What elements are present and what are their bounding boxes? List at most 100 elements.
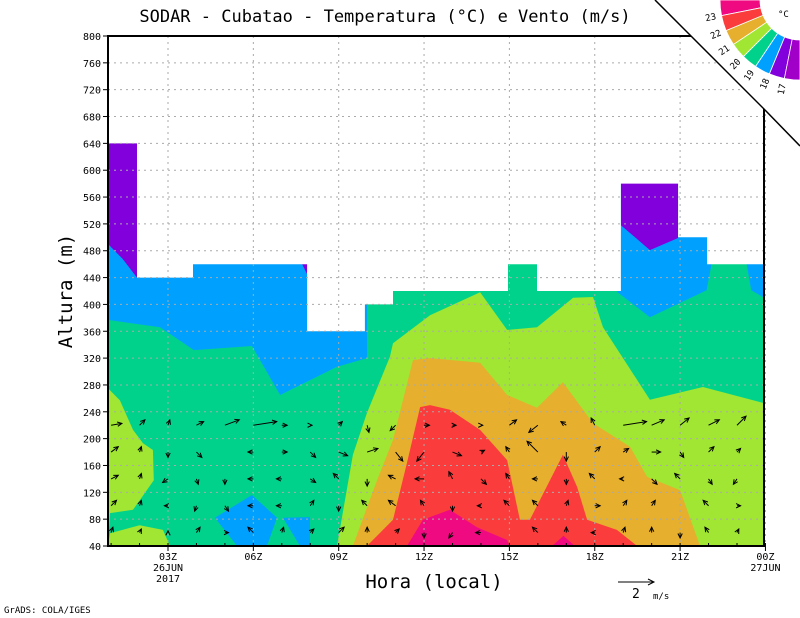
wind-vector (224, 418, 241, 426)
x-tick-label: 12Z (415, 552, 433, 563)
wind-vector (679, 451, 685, 459)
corner-line-tail (764, 109, 800, 147)
wind-vector (193, 505, 199, 513)
y-tick-label: 760 (83, 59, 101, 70)
wind-vector (196, 421, 205, 426)
wind-vector (505, 445, 511, 453)
wind-vector (509, 419, 518, 426)
colorbar-label: 21 (717, 44, 732, 58)
wind-vector (308, 528, 315, 534)
wind-vector (531, 499, 539, 507)
wind-vector (677, 532, 683, 540)
wind-vector (247, 526, 254, 533)
chart-title: SODAR - Cubatao - Temperatura (°C) e Ven… (139, 7, 630, 27)
wind-vector (309, 499, 315, 507)
wind-vector (474, 529, 481, 536)
wind-vector (708, 445, 715, 453)
colorbar-label: 22 (709, 29, 723, 42)
no-data-mask (108, 36, 764, 332)
wind-vector (309, 477, 317, 484)
wind-vector (448, 532, 454, 539)
legend-unit: °C (778, 10, 789, 20)
y-tick-label: 520 (83, 220, 101, 231)
wind-vector (622, 447, 630, 454)
contour-region-red (366, 405, 638, 546)
wind-vector (275, 503, 282, 509)
wind-vector (531, 526, 539, 533)
wind-vector (281, 422, 289, 428)
wind-vector (309, 451, 317, 459)
wind-vector (413, 476, 425, 482)
colorbar-label: 17 (777, 83, 789, 96)
wind-vector (165, 418, 171, 426)
wind-vector (621, 526, 627, 533)
wind-vector (448, 470, 454, 480)
wind-vector (622, 499, 628, 507)
wind-vector (478, 422, 484, 428)
no-data-area (108, 36, 764, 332)
y-tick-label: 680 (83, 113, 101, 124)
y-tick-label: 320 (83, 354, 101, 365)
y-tick-label: 440 (83, 274, 101, 285)
x-axis-label: Hora (local) (365, 571, 502, 593)
y-tick-label: 640 (83, 139, 101, 150)
wind-vector (110, 445, 120, 453)
wind-vector (246, 449, 254, 455)
wind-vector (137, 472, 143, 480)
wind-vector (527, 424, 539, 434)
x-tick-date-label: 2017 (156, 574, 180, 585)
y-tick-label: 40 (89, 542, 101, 553)
wind-vector (222, 478, 228, 486)
y-tick-label: 200 (83, 435, 101, 446)
y-axis-ticks: 40 80 120 160 200 240 280 320 360 400 440 480 520 560… (83, 32, 108, 553)
x-tick-date-label: 27JUN (750, 563, 780, 574)
x-tick-label: 03Z (159, 552, 177, 563)
contour-region-lime (108, 388, 154, 546)
wind-vector (223, 505, 230, 513)
wind-vector (451, 422, 458, 428)
y-axis-label: Altura (m) (55, 234, 77, 348)
wind-vector (735, 503, 742, 509)
wind-vector (594, 445, 601, 453)
contour-region-magenta (552, 535, 575, 546)
wind-vector (588, 472, 596, 480)
contour-region-blue (745, 257, 764, 298)
wind-vector (337, 420, 344, 427)
wind-vector (736, 415, 747, 426)
contour-region-lime (108, 525, 170, 546)
wind-vector (366, 447, 380, 453)
wind-vector (253, 419, 278, 426)
wind-vector (161, 477, 169, 484)
wind-vector (275, 476, 282, 482)
wind-vector (110, 499, 118, 507)
wind-vector (165, 452, 171, 459)
colorbar-label: 18 (759, 77, 772, 91)
y-tick-label: 360 (83, 327, 101, 338)
wind-vector (618, 476, 625, 482)
wind-vector (223, 529, 230, 536)
wind-vector (360, 499, 368, 507)
wind-vector (563, 452, 569, 463)
reference-vector-value: 2 (632, 587, 640, 602)
wind-vector (110, 474, 120, 480)
wind-vector (387, 474, 396, 480)
wind-vector (332, 472, 340, 480)
wind-vector (651, 449, 662, 455)
wind-vector (594, 503, 602, 509)
wind-vector (590, 416, 596, 426)
wind-vector (364, 526, 370, 533)
wind-vector (563, 526, 569, 533)
y-tick-label: 80 (89, 515, 101, 526)
wind-vector (387, 499, 396, 507)
y-tick-label: 240 (83, 408, 101, 419)
wind-vector (195, 526, 201, 533)
reference-vector: 2 m/s (618, 578, 669, 602)
x-tick-label: 00Z (756, 552, 774, 563)
corner-line (654, 0, 766, 111)
x-tick-label: 15Z (500, 552, 518, 563)
wind-vector (526, 440, 539, 453)
wind-vector (139, 418, 146, 426)
y-tick-label: 160 (83, 461, 101, 472)
wind-vector (394, 528, 401, 534)
